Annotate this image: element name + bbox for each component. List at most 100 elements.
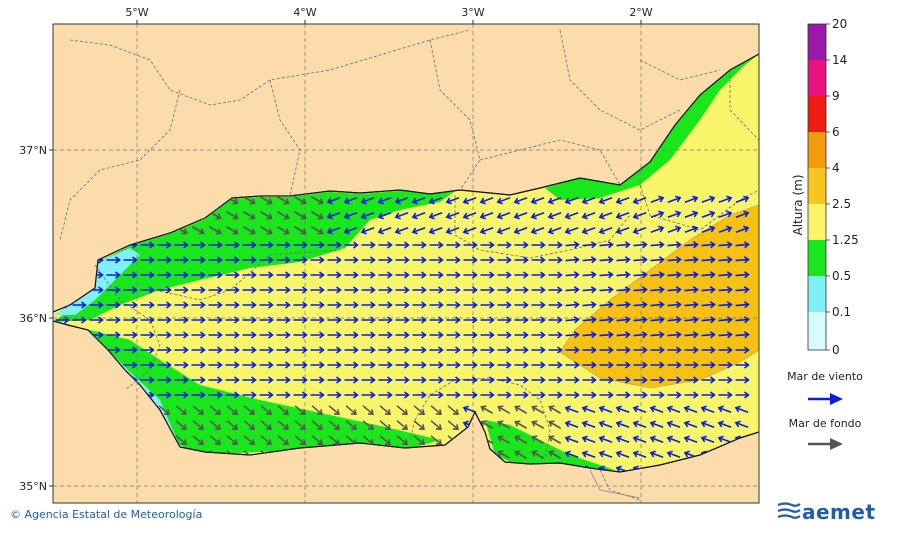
wave-arrow [565, 376, 580, 384]
wave-arrow [598, 450, 613, 458]
wave-arrow [547, 212, 562, 220]
wave-arrow [123, 361, 138, 369]
wave-arrow [326, 212, 341, 220]
wave-arrow [565, 331, 580, 339]
wave-arrow [310, 391, 325, 399]
wave-arrow [514, 301, 529, 309]
wave-arrow [327, 316, 342, 324]
wave-arrow [548, 361, 563, 369]
wave-arrow [565, 391, 580, 399]
wave-arrow [649, 420, 664, 428]
wave-arrow [734, 420, 749, 428]
wave-arrow [276, 271, 291, 279]
wave-arrow [377, 212, 392, 220]
wave-arrow [242, 346, 257, 354]
colorbar-segment [808, 240, 826, 276]
wave-arrow [293, 316, 308, 324]
wave-arrow [446, 286, 461, 294]
wave-arrow [191, 241, 206, 249]
wave-arrow [718, 286, 733, 294]
wave-arrow [344, 376, 359, 384]
wave-arrow [700, 420, 715, 428]
wave-arrow [463, 346, 478, 354]
wave-arrow [684, 376, 699, 384]
wave-arrow [717, 405, 732, 413]
wave-arrow [616, 331, 631, 339]
wave-arrow [378, 391, 393, 399]
wave-arrow [633, 316, 648, 324]
wave-arrow [581, 420, 596, 428]
wave-arrow [718, 271, 733, 279]
wave-arrow [412, 241, 427, 249]
wave-arrow [514, 435, 528, 444]
wave-arrow [480, 405, 494, 414]
wave-arrow [412, 271, 427, 279]
wave-arrow [344, 316, 359, 324]
wave-arrow [226, 435, 239, 446]
wave-arrow [599, 301, 614, 309]
wave-arrow [701, 271, 716, 279]
wave-arrow [480, 376, 495, 384]
wave-arrow [293, 196, 307, 205]
aemet-logo-icon [777, 502, 801, 519]
wave-arrow [395, 346, 410, 354]
wave-arrow [225, 256, 240, 264]
wave-arrow [259, 376, 274, 384]
wave-arrow [599, 316, 614, 324]
wave-arrow [430, 405, 443, 416]
wave-arrow [684, 361, 699, 369]
wave-arrow [616, 376, 631, 384]
wave-arrow [735, 346, 750, 354]
wave-arrow [242, 361, 257, 369]
wave-arrow [428, 227, 443, 235]
wave-arrow [650, 301, 665, 309]
wave-arrow [548, 331, 563, 339]
wave-arrow [209, 435, 222, 446]
wind-sea-arrow-icon [808, 393, 843, 405]
wave-arrow [599, 331, 614, 339]
wave-arrow [496, 227, 511, 235]
wave-arrow [327, 286, 342, 294]
wave-arrow [361, 391, 376, 399]
wave-arrow [106, 316, 121, 324]
wave-arrow [632, 212, 647, 220]
wave-arrow [632, 405, 647, 413]
wave-arrow [293, 361, 308, 369]
wave-arrow [429, 316, 444, 324]
wave-arrow [548, 391, 563, 399]
colorbar-tick-label: 14 [832, 53, 847, 67]
wave-arrow [598, 197, 613, 205]
wave-arrow [293, 226, 307, 235]
wave-arrow [140, 271, 155, 279]
wave-arrow [446, 301, 461, 309]
wave-arrow [328, 435, 341, 446]
wave-arrow [191, 226, 205, 235]
wave-arrow [564, 450, 579, 458]
wave-arrow [650, 225, 665, 233]
wave-arrow [531, 391, 546, 399]
lat-label: 35°N [19, 480, 47, 493]
wave-arrow [735, 361, 750, 369]
wave-arrow [157, 271, 172, 279]
colorbar-segment [808, 132, 826, 168]
lat-label: 36°N [19, 312, 47, 325]
wave-arrow [564, 405, 579, 413]
wave-arrow [735, 286, 750, 294]
wave-arrow [650, 271, 665, 279]
wave-arrow [276, 241, 291, 249]
wave-arrow [327, 256, 342, 264]
wave-arrow [565, 346, 580, 354]
wave-arrow [377, 227, 392, 235]
wave-arrow [157, 391, 172, 399]
wave-arrow [446, 376, 461, 384]
wave-arrow [632, 450, 647, 458]
wave-arrow [565, 241, 580, 249]
wave-arrow [310, 241, 325, 249]
wave-arrow [616, 256, 631, 264]
wave-arrow [378, 286, 393, 294]
wave-arrow [361, 346, 376, 354]
wave-arrow [293, 391, 308, 399]
wave-arrow [208, 331, 223, 339]
wave-arrow [157, 331, 172, 339]
wave-arrow [192, 405, 205, 416]
